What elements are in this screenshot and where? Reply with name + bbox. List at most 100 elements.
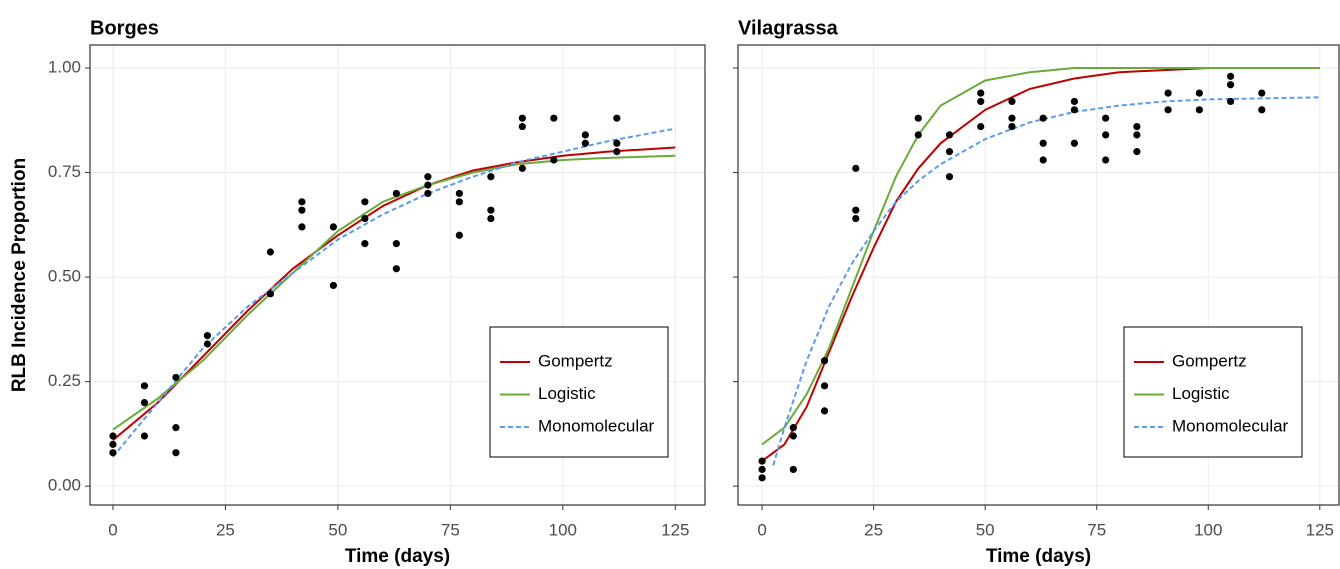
fit-curve xyxy=(761,67,1320,446)
observation xyxy=(1070,97,1079,106)
observation xyxy=(1133,122,1141,131)
observation xyxy=(487,206,495,214)
observation xyxy=(581,139,589,147)
observation xyxy=(977,97,985,106)
observation xyxy=(945,148,954,156)
observation xyxy=(1008,122,1016,131)
y-axis-label: RLB Incidence Proportion xyxy=(9,158,30,392)
observation xyxy=(852,164,860,172)
observation xyxy=(424,181,432,189)
observation xyxy=(140,398,149,407)
observation xyxy=(298,198,306,206)
observation xyxy=(518,164,526,172)
observation xyxy=(581,131,589,139)
observation xyxy=(361,214,369,223)
panel-title: Borges xyxy=(90,17,159,39)
legend-box xyxy=(489,326,669,458)
observation xyxy=(203,340,212,348)
observation xyxy=(914,131,922,139)
observation xyxy=(1070,106,1079,114)
observation xyxy=(172,449,180,457)
y-tick-label: 0.25 xyxy=(48,371,81,390)
observation xyxy=(109,432,117,440)
panel-title: Vilagrassa xyxy=(738,17,839,39)
observation xyxy=(820,407,829,415)
observation xyxy=(203,332,212,340)
observation xyxy=(789,465,797,474)
observation xyxy=(1226,81,1235,89)
observation xyxy=(361,240,369,248)
legend-label: Gompertz xyxy=(538,351,613,370)
observation xyxy=(1226,72,1235,80)
observation xyxy=(1195,106,1203,114)
x-tick-label: 50 xyxy=(328,520,347,539)
observation xyxy=(1164,89,1172,97)
fit-curve xyxy=(112,154,676,431)
observation xyxy=(758,457,766,465)
observation xyxy=(1258,106,1266,114)
y-tick-label: 0.50 xyxy=(48,267,81,286)
observation xyxy=(487,173,495,181)
x-tick-label: 25 xyxy=(216,520,235,539)
observation xyxy=(1039,114,1047,122)
legend-label: Logistic xyxy=(538,384,596,403)
x-axis-label: Time (days) xyxy=(986,546,1091,567)
observation xyxy=(1039,156,1047,164)
y-tick-label: 0.75 xyxy=(48,162,81,181)
observation xyxy=(266,248,275,256)
legend-label: Monomolecular xyxy=(538,416,655,435)
observation xyxy=(852,214,860,223)
observation xyxy=(1102,156,1110,164)
observation xyxy=(789,424,797,432)
observation xyxy=(329,281,337,290)
observation xyxy=(789,432,797,440)
observation xyxy=(361,198,369,206)
observation xyxy=(977,122,985,131)
fit-curve xyxy=(761,67,1320,462)
observation xyxy=(455,189,463,198)
legend-label: Monomolecular xyxy=(1172,416,1289,435)
x-tick-label: 75 xyxy=(441,520,460,539)
observation xyxy=(392,240,400,248)
x-tick-label: 75 xyxy=(1087,520,1106,539)
observation xyxy=(424,173,432,181)
observation xyxy=(1102,131,1110,139)
legend-label: Gompertz xyxy=(1172,351,1247,370)
observation xyxy=(1039,139,1047,147)
observation xyxy=(613,139,621,147)
observation xyxy=(550,156,558,164)
y-tick-label: 1.00 xyxy=(48,57,81,76)
observation xyxy=(550,114,558,122)
observation xyxy=(1258,89,1266,97)
x-tick-label: 125 xyxy=(661,520,689,539)
x-axis-label: Time (days) xyxy=(345,546,450,567)
panel-border xyxy=(89,44,706,506)
observation xyxy=(1133,131,1141,139)
observation xyxy=(613,114,621,122)
observation xyxy=(945,173,954,181)
observation xyxy=(392,189,400,198)
observation xyxy=(1102,114,1110,122)
observation xyxy=(172,424,180,432)
x-tick-label: 50 xyxy=(976,520,995,539)
observation xyxy=(914,114,922,122)
observation xyxy=(298,206,306,214)
observation xyxy=(518,122,526,131)
observation xyxy=(852,206,860,214)
observation xyxy=(1226,97,1235,106)
legend-box xyxy=(1123,326,1303,458)
observation xyxy=(1133,148,1141,156)
x-tick-label: 100 xyxy=(1194,520,1222,539)
observation xyxy=(977,89,985,97)
observation xyxy=(109,440,117,448)
fit-curve xyxy=(112,146,676,441)
x-tick-label: 100 xyxy=(549,520,577,539)
observation xyxy=(945,131,954,139)
observation xyxy=(820,382,829,390)
observation xyxy=(1008,114,1016,122)
legend-label: Logistic xyxy=(1172,384,1230,403)
observation xyxy=(758,465,766,474)
observation xyxy=(1164,106,1172,114)
observation xyxy=(298,223,306,231)
